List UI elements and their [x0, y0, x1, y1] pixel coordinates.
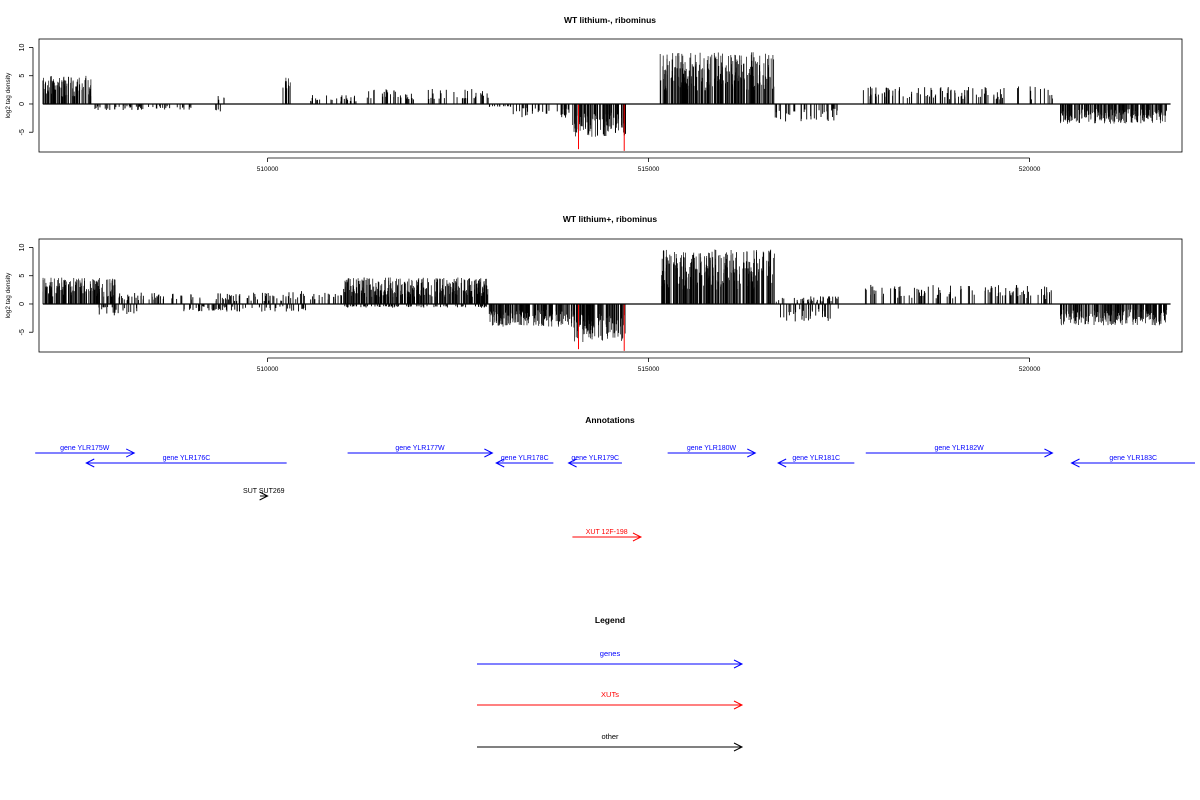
annotation-feature: gene YLR183C — [1070, 455, 1195, 468]
signal-bars — [42, 52, 1171, 151]
legend-item: XUTs — [477, 690, 744, 710]
y-axis-label: log2 tag density — [5, 72, 12, 118]
legend-item: other — [477, 732, 744, 752]
feature-label: XUT 12F-198 — [586, 529, 628, 536]
legend-label: XUTs — [601, 690, 619, 699]
feature-label: SUT SUT269 — [243, 488, 285, 495]
axis-ticks: 10 5 0 -5 510000 515000 520000 — [19, 43, 1041, 173]
annotation-feature: gene YLR176C — [85, 455, 287, 468]
y-tick-label: 10 — [19, 43, 26, 51]
feature-label: gene YLR180W — [687, 445, 737, 452]
chart-title: WT lithium+, ribominus — [563, 214, 657, 224]
annotation-feature: SUT SUT269 — [243, 488, 285, 501]
track-panel-lithium-minus: WT lithium-, ribominus log2 tag density … — [5, 15, 1183, 173]
annotation-features: gene YLR175W gene YLR176C gene YLR177W gene… — [35, 445, 1195, 542]
legend-title: Legend — [595, 615, 625, 625]
y-tick-label: -5 — [19, 329, 26, 335]
feature-label: gene YLR178C — [501, 455, 549, 462]
annotation-feature: XUT 12F-198 — [572, 529, 643, 542]
annotation-feature: gene YLR175W — [35, 445, 136, 458]
track-panel-lithium-plus: WT lithium+, ribominus log2 tag density … — [5, 214, 1183, 373]
annotations-title: Annotations — [585, 415, 635, 425]
chart-title: WT lithium-, ribominus — [564, 15, 656, 25]
feature-label: gene YLR177W — [395, 445, 445, 452]
y-axis-label: log2 tag density — [5, 272, 12, 318]
feature-label: gene YLR182W — [934, 445, 984, 452]
annotation-feature: gene YLR179C — [567, 455, 622, 468]
feature-label: gene YLR179C — [571, 455, 619, 462]
plot-frame — [38, 238, 1183, 353]
y-tick-label: 0 — [19, 302, 26, 306]
signal-bars — [42, 249, 1171, 351]
y-tick-label: 5 — [19, 274, 26, 278]
feature-label: gene YLR176C — [163, 455, 211, 462]
x-tick-label: 520000 — [1019, 366, 1041, 373]
x-tick-label: 515000 — [638, 166, 660, 173]
annotation-feature: gene YLR182W — [865, 445, 1054, 458]
annotation-feature: gene YLR181C — [777, 455, 855, 468]
y-tick-label: -5 — [19, 129, 26, 135]
legend-item: genes — [477, 649, 744, 669]
feature-label: gene YLR175W — [60, 445, 110, 452]
x-tick-label: 510000 — [257, 366, 279, 373]
legend-items: genes XUTs other — [477, 649, 744, 752]
annotation-feature: gene YLR180W — [667, 445, 757, 458]
annotation-feature: gene YLR177W — [347, 445, 494, 458]
y-tick-label: 10 — [19, 243, 26, 251]
feature-label: gene YLR181C — [792, 455, 840, 462]
plot-frame — [38, 38, 1183, 153]
legend-label: genes — [600, 649, 621, 658]
annotation-feature: gene YLR178C — [495, 455, 554, 468]
x-tick-label: 520000 — [1019, 166, 1041, 173]
feature-label: gene YLR183C — [1109, 455, 1157, 462]
x-tick-label: 510000 — [257, 166, 279, 173]
y-tick-label: 0 — [19, 102, 26, 106]
legend-label: other — [601, 732, 619, 741]
y-tick-label: 5 — [19, 74, 26, 78]
legend-panel: Legend genes XUTs other — [477, 615, 744, 752]
x-tick-label: 515000 — [638, 366, 660, 373]
axis-ticks: 10 5 0 -5 510000 515000 520000 — [19, 243, 1041, 373]
